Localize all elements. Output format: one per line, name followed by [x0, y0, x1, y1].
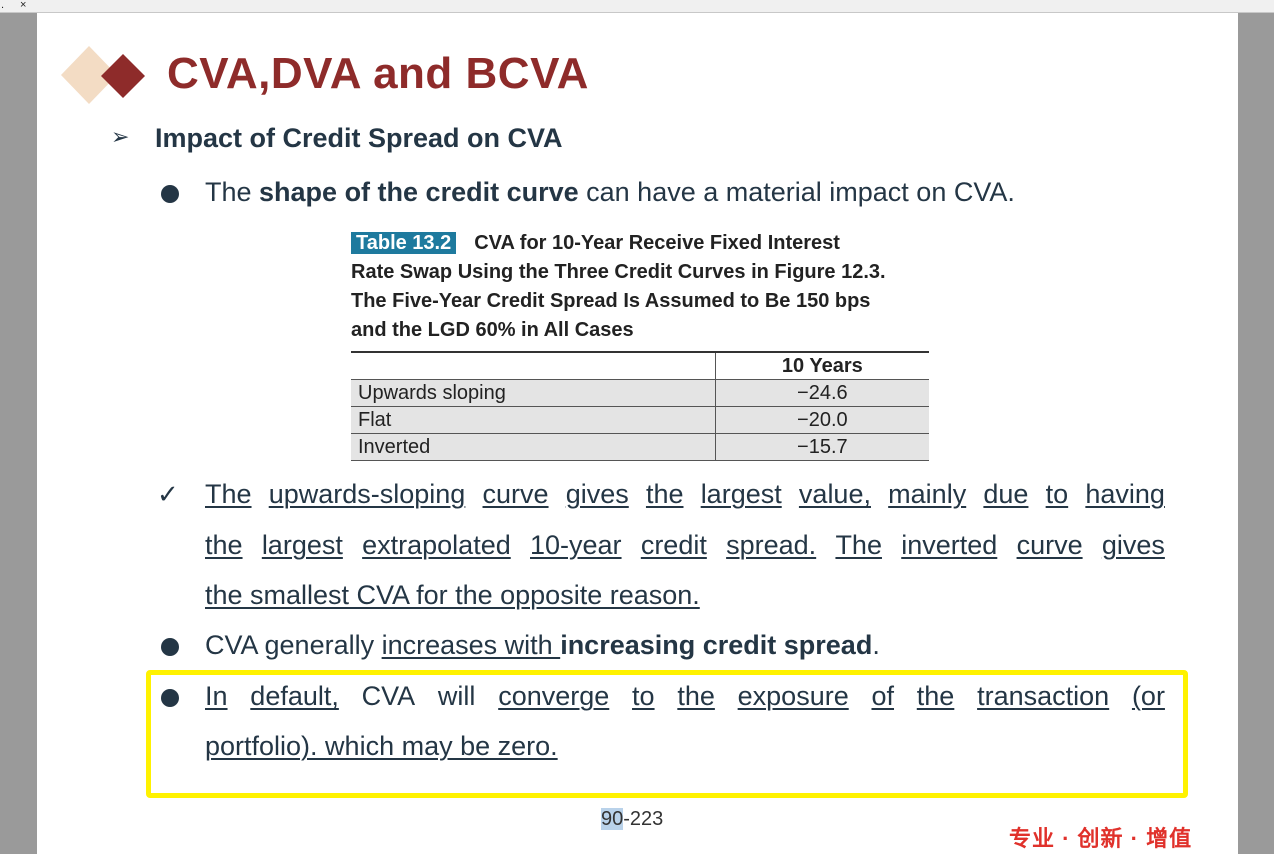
- bullet-2-text: CVA generally increases with increasing …: [205, 630, 880, 661]
- bullet-icon: [161, 638, 179, 656]
- page-number: 90-223: [601, 808, 663, 831]
- word: mainly: [888, 479, 967, 509]
- arrow-bullet-icon: ➢: [111, 124, 130, 149]
- page-number-selected: 90: [601, 808, 624, 830]
- word: the: [205, 530, 243, 560]
- word: CVA: [361, 681, 416, 711]
- section-heading-text: Impact of Credit Spread on CVA: [155, 123, 563, 153]
- check-line-1: The upwards-sloping curve gives the larg…: [205, 479, 1165, 510]
- word: default,: [250, 681, 339, 711]
- caption-line-1: CVA for 10-Year Receive Fixed Interest: [474, 232, 840, 254]
- caption-line-4: and the LGD 60% in All Cases: [351, 319, 634, 341]
- word: largest: [261, 530, 343, 560]
- topbar-dot: .: [1, 0, 5, 11]
- word: due: [983, 479, 1029, 509]
- slide-title: CVA,DVA and BCVA: [167, 49, 589, 98]
- bullet-1-pre: The: [205, 177, 260, 207]
- table-header-10-years: 10 Years: [714, 351, 929, 380]
- bullet-3-line-1: In default, CVA will converge to the exp…: [205, 681, 1165, 712]
- table-row: Upwards sloping −24.6: [351, 379, 929, 407]
- word: converge: [498, 681, 610, 711]
- bullet-2-post: .: [872, 630, 880, 660]
- row-label: Flat: [351, 406, 716, 434]
- table-caption: Table 13.2 CVA for 10-Year Receive Fixed …: [351, 229, 929, 345]
- word: largest: [700, 479, 782, 509]
- bullet-icon: [161, 689, 179, 707]
- word: curve: [482, 479, 549, 509]
- word: The: [835, 530, 882, 560]
- close-icon[interactable]: ×: [20, 0, 27, 11]
- word: transaction: [977, 681, 1110, 711]
- word: to: [632, 681, 655, 711]
- page-number-rest: -223: [623, 808, 664, 830]
- word: the: [916, 681, 955, 711]
- word: extrapolated: [362, 530, 511, 560]
- slide-page: CVA,DVA and BCVA ➢ Impact of Credit Spre…: [37, 13, 1238, 854]
- bullet-2-underlined: increases with: [381, 630, 561, 660]
- bullet-1-text: The shape of the credit curve can have a…: [205, 177, 1015, 208]
- word: to: [1045, 479, 1069, 509]
- word: 10-year: [530, 530, 622, 560]
- cva-table-block: Table 13.2 CVA for 10-Year Receive Fixed …: [351, 229, 929, 461]
- slogan: 专业 · 创新 · 增值: [1009, 826, 1193, 851]
- table-row: Inverted −15.7: [351, 433, 929, 461]
- word: spread.: [726, 530, 817, 560]
- row-label: Inverted: [351, 433, 716, 461]
- table-header-empty: [351, 351, 716, 380]
- row-value: −15.7: [714, 433, 929, 461]
- word: credit: [640, 530, 707, 560]
- bullet-3-line-2: portfolio). which may be zero.: [205, 731, 558, 761]
- yellow-highlight-box: [146, 670, 1188, 798]
- diamond-logo-icon: [61, 46, 145, 104]
- word: curve: [1016, 530, 1083, 560]
- word: (or: [1131, 681, 1165, 711]
- check-icon: ✓: [157, 479, 179, 509]
- word: exposure: [737, 681, 849, 711]
- word: The: [205, 479, 252, 509]
- word: value,: [798, 479, 871, 509]
- bullet-2-pre: CVA generally: [205, 630, 382, 660]
- word: gives: [1101, 530, 1165, 560]
- table-tag: Table 13.2: [351, 232, 457, 254]
- row-value: −20.0: [714, 406, 929, 434]
- bullet-1-bold: shape of the credit curve: [259, 177, 579, 207]
- row-label: Upwards sloping: [351, 379, 716, 407]
- word: will: [437, 681, 476, 711]
- check-line-2: the largest extrapolated 10-year credit …: [205, 530, 1165, 561]
- bullet-2-bold: increasing credit spread: [560, 630, 873, 660]
- caption-line-2: Rate Swap Using the Three Credit Curves …: [351, 261, 886, 283]
- word: the: [645, 479, 684, 509]
- row-value: −24.6: [714, 379, 929, 407]
- bullet-1-post: can have a material impact on CVA.: [578, 177, 1015, 207]
- table-row: Flat −20.0: [351, 406, 929, 434]
- check-line-3: the smallest CVA for the opposite reason…: [205, 580, 700, 610]
- cva-table: 10 Years Upwards sloping −24.6 Flat −20.…: [351, 351, 929, 461]
- word: inverted: [901, 530, 998, 560]
- word: having: [1085, 479, 1165, 509]
- bullet-icon: [161, 185, 179, 203]
- word: upwards-sloping: [268, 479, 466, 509]
- caption-line-3: The Five-Year Credit Spread Is Assumed t…: [351, 290, 871, 312]
- word: In: [205, 681, 228, 711]
- word: of: [871, 681, 895, 711]
- window-topbar: . ×: [0, 0, 1274, 13]
- word: the: [677, 681, 715, 711]
- word: gives: [565, 479, 629, 509]
